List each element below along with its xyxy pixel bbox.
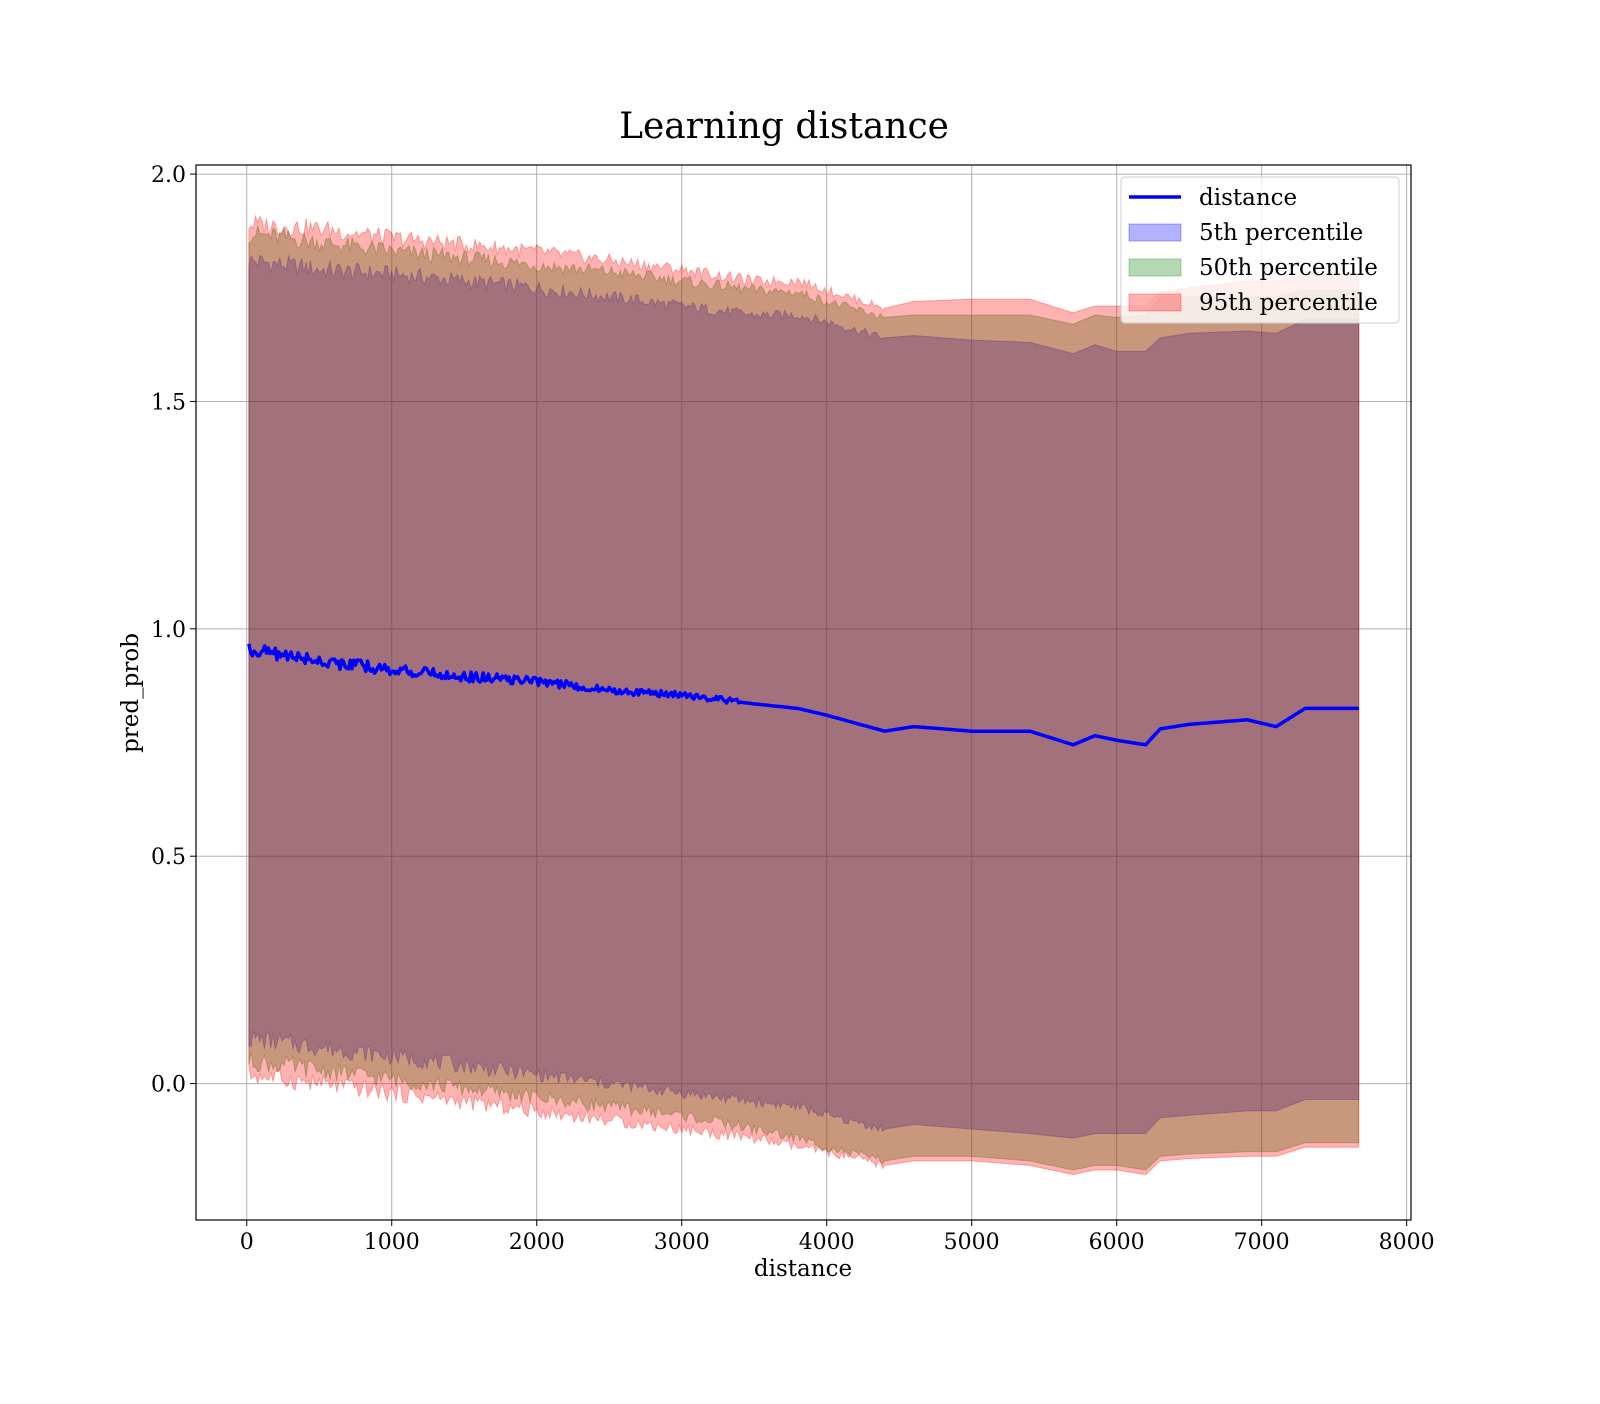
- y-tick-label: 1.5: [151, 390, 186, 415]
- legend-swatch-band: [1128, 223, 1182, 242]
- axes-frame: [195, 164, 1412, 1221]
- y-tick-label: 2.0: [151, 163, 186, 188]
- band-5th-percentile: [248, 254, 1360, 1139]
- legend-entry-label: 50th percentile: [1199, 255, 1378, 281]
- x-tick-label: 7000: [1234, 1230, 1290, 1255]
- band-layer: [248, 214, 1360, 1176]
- legend-entry-label: distance: [1199, 185, 1297, 211]
- legend-entry-label: 95th percentile: [1199, 290, 1378, 316]
- x-tick-label: 1000: [364, 1230, 420, 1255]
- legend-frame: [1120, 176, 1400, 324]
- legend-entry-label: 5th percentile: [1199, 220, 1363, 246]
- band-50th-percentile: [248, 225, 1360, 1171]
- band-95th-percentile: [248, 214, 1360, 1176]
- legend-swatch-band: [1128, 258, 1182, 277]
- x-tick-label: 2000: [509, 1230, 565, 1255]
- grid-layer: [196, 165, 1411, 1220]
- y-tick-label: 0.0: [151, 1073, 186, 1098]
- x-tick-label: 3000: [654, 1230, 710, 1255]
- x-tick-label: 4000: [799, 1230, 855, 1255]
- x-tick-label: 8000: [1379, 1230, 1435, 1255]
- series-line-distance: [247, 643, 1359, 747]
- y-tick-label: 1.0: [151, 618, 186, 643]
- y-axis-label: pred_prob: [118, 633, 144, 753]
- legend-swatch-band: [1128, 293, 1182, 312]
- y-tick-label: 0.5: [151, 845, 186, 870]
- tick-layer: 0 1000 2000 3000 4000 5000 6000 7000 8000 0.0 0.5 1…: [151, 163, 1435, 1255]
- x-axis-label: distance: [754, 1256, 852, 1282]
- x-tick-label: 6000: [1089, 1230, 1145, 1255]
- x-tick-label: 5000: [944, 1230, 1000, 1255]
- legend: distance 5th percentile 50th percentile 95t…: [1120, 176, 1400, 324]
- chart-title: Learning distance: [619, 106, 949, 147]
- line-layer: [247, 643, 1359, 747]
- x-tick-label: 0: [240, 1230, 254, 1255]
